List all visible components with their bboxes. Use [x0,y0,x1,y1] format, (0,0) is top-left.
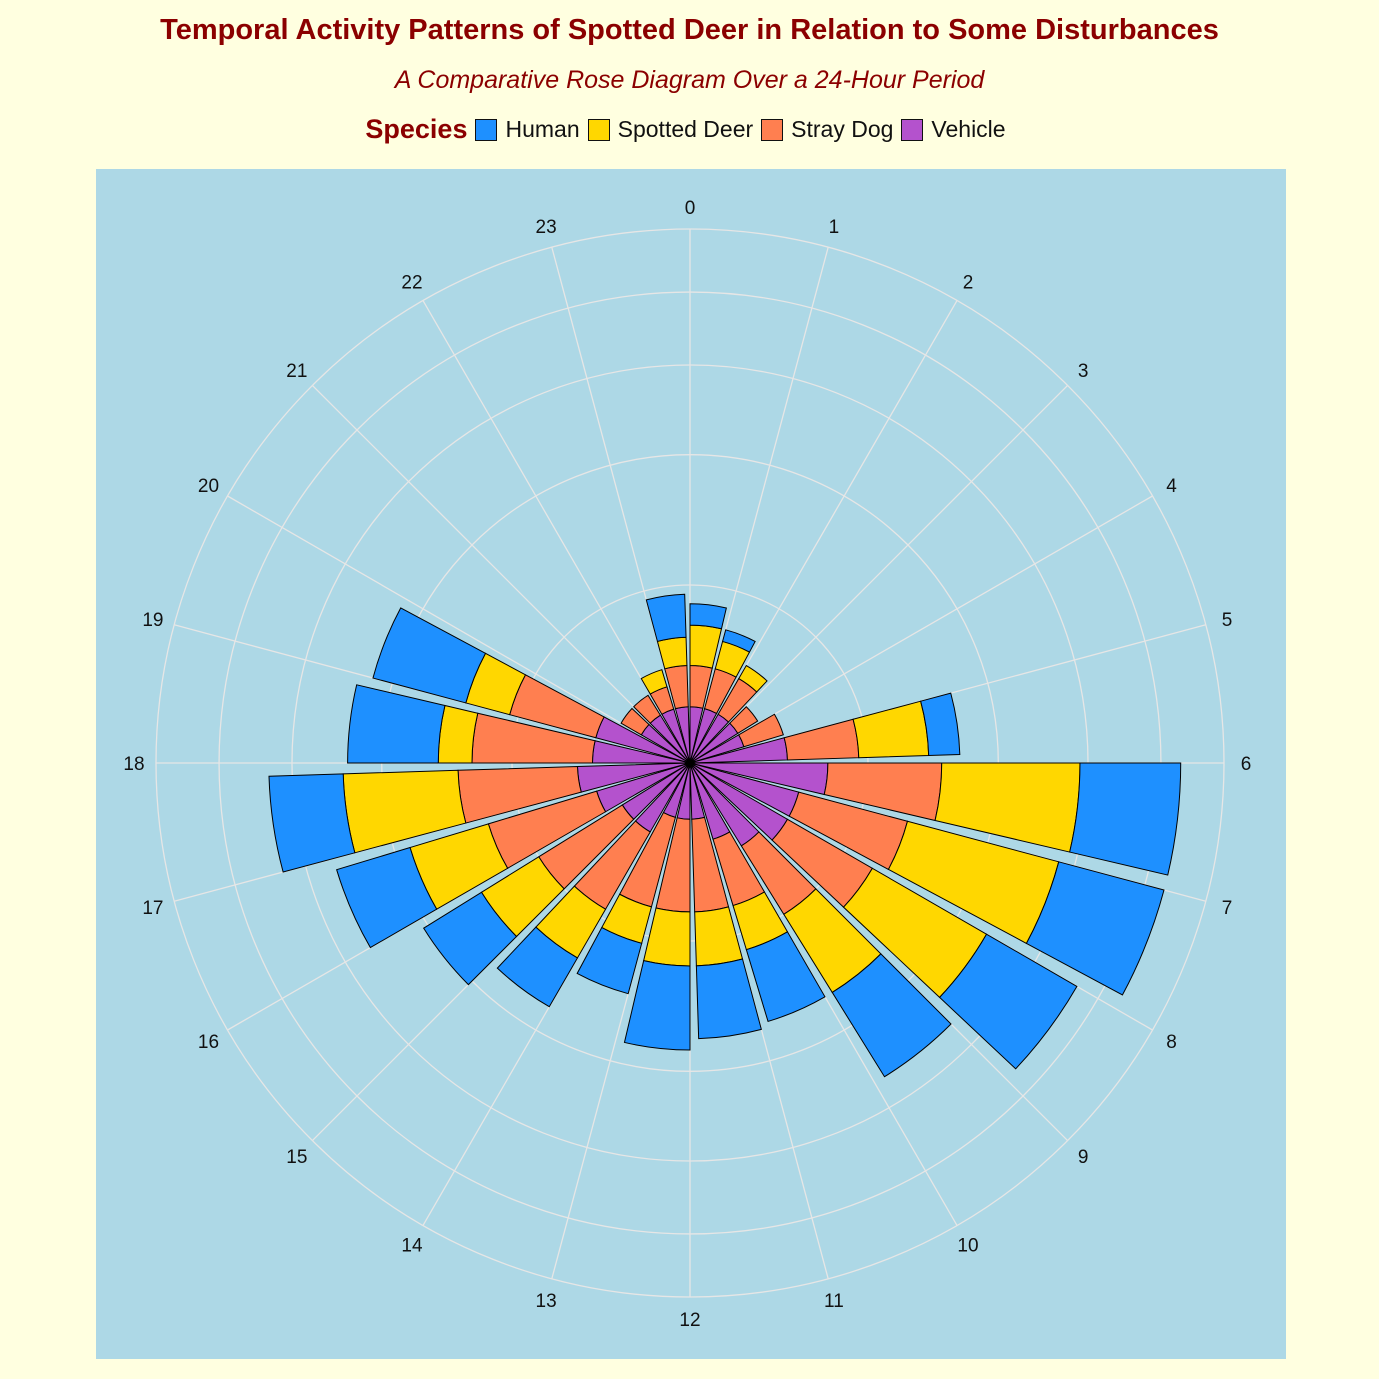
hour-tick-label: 14 [401,1236,423,1257]
legend-title: Species [365,114,468,144]
hour-tick-label: 21 [286,361,307,382]
legend-swatch [901,118,924,141]
bar-segment-human [372,607,487,704]
bar-segment-human [496,926,579,1008]
legend-item: Stray Dog [761,116,893,143]
bar-segment-stray-dog [620,707,650,736]
legend-item: Human [475,116,580,143]
hour-tick-label: 4 [1166,476,1177,497]
legend-swatch [761,118,784,141]
legend-label: Spotted Deer [617,116,754,142]
hour-tick-label: 22 [401,272,422,293]
bar-segment-stray-dog [633,694,662,724]
bar-segment-human [347,684,446,764]
hour-tick-label: 15 [286,1147,307,1168]
bar-segment-spotted-deer [643,907,691,967]
grid-spoke [689,384,1069,764]
bar-segment-spotted-deer [694,906,744,967]
hour-tick-label: 7 [1222,898,1233,919]
bar-segment-human [938,933,1078,1070]
hour-tick-label: 8 [1166,1032,1177,1053]
hour-tick-label: 12 [679,1310,700,1331]
bar-segment-spotted-deer [656,636,688,670]
bar-segment-human [1025,861,1165,996]
bar-segment-human [689,603,727,630]
hour-tick-label: 6 [1241,754,1252,775]
legend-label: Human [505,116,580,142]
bar-segment-spotted-deer [738,664,768,693]
bar-segment-spotted-deer [437,704,479,764]
bar-segment-stray-dog [783,718,860,761]
hour-tick-label: 9 [1078,1147,1089,1168]
grid-spoke [227,495,691,764]
chart-title: Temporal Activity Patterns of Spotted De… [160,14,1219,46]
bar-segment-human [576,926,643,995]
hour-tick-label: 3 [1078,361,1089,382]
legend-item: Spotted Deer [587,116,754,143]
legend: Species Human Spotted Deer Stray Dog Vehicl… [0,114,1379,145]
bar-segment-human [1069,762,1182,876]
bar-segment-human [645,593,687,643]
hour-tick-label: 18 [123,754,144,775]
bar-segment-human [721,629,756,653]
bar-segment-human [695,958,762,1040]
bar-segment-human [831,953,952,1078]
hour-tick-label: 13 [536,1291,557,1312]
legend-swatch [475,118,498,141]
legend-label: Stray Dog [791,116,894,142]
grid-spoke [311,384,691,764]
bar-segment-human [623,959,691,1051]
hour-tick-label: 16 [198,1032,219,1053]
hour-tick-label: 17 [142,898,163,919]
bar-segment-stray-dog [738,713,784,748]
hour-tick-label: 1 [829,217,840,238]
legend-label: Vehicle [931,116,1006,142]
hour-tick-label: 20 [198,476,219,497]
bar-segment-spotted-deer [852,700,930,759]
bar-segment-stray-dog [729,706,759,735]
bar-segment-human [336,846,438,949]
legend-item: Vehicle [901,116,1006,143]
bar-segment-human [268,773,356,873]
bar-segment-human [422,891,518,986]
bar-segment-human [745,931,826,1023]
legend-swatch [587,118,610,141]
bar-segment-spotted-deer [640,669,668,695]
hour-tick-label: 2 [963,272,974,293]
chart-subtitle: A Comparative Rose Diagram Over a 24-Hou… [394,66,985,94]
hour-tick-label: 10 [957,1236,978,1257]
hour-tick-label: 23 [536,217,557,238]
hour-tick-label: 5 [1222,610,1233,631]
hour-tick-label: 11 [824,1291,844,1312]
hour-tick-label: 0 [685,198,696,219]
legend-items: Human Spotted Deer Stray Dog Vehicle [475,116,1013,143]
hour-tick-label: 19 [142,610,163,631]
bar-segment-human [920,692,961,757]
plot-panel: 0 1 2 3 4 5 6 7 8 9 10 11 12 13 14 15 16 17 18 19 20 21 22 23 [96,169,1286,1359]
